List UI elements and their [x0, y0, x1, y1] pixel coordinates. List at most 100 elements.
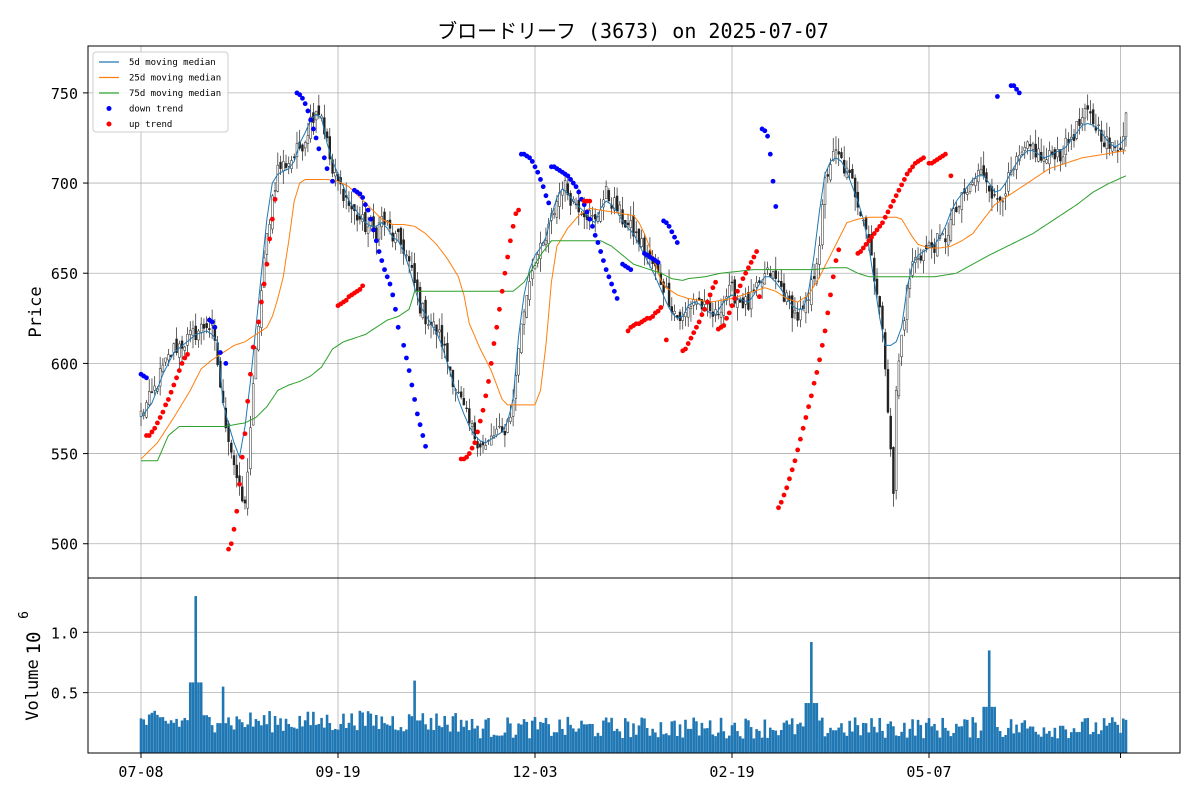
candle-body — [974, 178, 977, 186]
volume-bar — [621, 738, 624, 753]
volume-bar — [755, 729, 758, 753]
up-trend-point — [713, 279, 718, 285]
volume-bar — [629, 737, 633, 753]
candle-body — [186, 334, 189, 346]
candle-body — [569, 192, 572, 206]
candle-body — [514, 375, 518, 399]
up-trend-point — [182, 355, 188, 361]
down-trend-point — [581, 202, 587, 208]
candle-body — [678, 311, 682, 321]
volume-bar — [1121, 718, 1125, 753]
up-trend-point — [871, 231, 877, 236]
down-trend-point — [379, 258, 385, 264]
candle-body — [563, 180, 567, 192]
volume-bar — [1037, 734, 1040, 753]
up-trend-point — [792, 458, 798, 464]
up-trend-point — [921, 155, 926, 161]
volume-bar — [295, 728, 299, 753]
candle-body — [287, 163, 290, 167]
up-trend-point — [899, 182, 905, 188]
volume-bar — [864, 723, 868, 753]
candle-body — [191, 328, 195, 336]
down-trend-point — [382, 267, 387, 273]
median-75d-line — [141, 175, 1127, 462]
volume-bar — [552, 732, 556, 753]
down-trend-point — [302, 101, 308, 107]
volume-bar — [175, 718, 178, 753]
volume-bar — [982, 706, 986, 753]
volume-bar — [459, 719, 463, 753]
candle-body — [183, 346, 186, 351]
down-trend-point — [606, 274, 612, 280]
volume-bar — [749, 727, 753, 753]
candle-body — [832, 151, 835, 161]
volume-bar — [599, 735, 602, 753]
up-trend-point — [811, 380, 817, 386]
up-trend-point — [155, 420, 160, 426]
volume-bar — [432, 730, 436, 753]
volume-bar — [987, 650, 991, 753]
candle-body — [990, 186, 994, 199]
up-trend-point — [226, 546, 231, 552]
candle-body — [325, 131, 329, 139]
volume-bar — [881, 730, 884, 753]
volume-bar — [281, 730, 285, 753]
volume-bar — [380, 716, 384, 753]
candle-body — [635, 231, 638, 233]
median-5d-line — [140, 113, 1127, 460]
volume-bar — [648, 735, 652, 753]
volume-bar — [353, 725, 356, 753]
volume-bar — [210, 725, 214, 753]
volume-bar — [706, 728, 709, 753]
candle-body — [257, 326, 260, 351]
volume-bar — [251, 726, 255, 753]
down-trend-point — [313, 135, 319, 141]
volume-bar — [325, 714, 329, 753]
volume-bar — [1094, 722, 1098, 753]
candle-body — [251, 383, 255, 426]
up-trend-point — [803, 415, 809, 420]
candle-body — [966, 192, 969, 195]
volume-bar — [229, 725, 233, 753]
up-trend-point — [863, 241, 869, 247]
candle-body — [900, 334, 903, 358]
candle-body — [1075, 121, 1078, 139]
volume-bar — [935, 730, 939, 753]
volume-bar — [413, 680, 416, 753]
volume-grid — [88, 578, 1180, 753]
candle-body — [194, 325, 197, 340]
up-trend-point — [256, 319, 262, 325]
up-trend-point — [472, 440, 478, 446]
volume-bar — [613, 730, 616, 753]
candle-body — [268, 224, 271, 239]
volume-bar — [301, 726, 304, 753]
up-trend-point — [502, 270, 508, 276]
up-trend-point — [754, 249, 760, 254]
volume-bar — [1001, 736, 1005, 753]
candle-body — [1023, 147, 1026, 151]
volume-bar — [303, 720, 307, 753]
up-trend-point — [165, 397, 171, 402]
down-trend-point — [568, 177, 573, 182]
down-trend-point — [324, 166, 330, 172]
volume-bar — [1124, 719, 1128, 753]
volume-bar — [1105, 725, 1109, 753]
volume-bar — [889, 721, 892, 753]
up-trend-point — [885, 209, 891, 215]
candle-body — [818, 245, 821, 265]
volume-bar — [615, 728, 619, 753]
down-trend-point — [587, 216, 593, 222]
up-trend-point — [480, 407, 486, 413]
volume-bar — [178, 726, 181, 753]
up-trend-point — [828, 292, 833, 298]
candle-body — [1048, 150, 1051, 165]
volume-bar — [875, 732, 879, 753]
volume-bar — [744, 718, 747, 753]
volume-bar — [818, 720, 821, 753]
volume-bar — [254, 719, 258, 753]
volume-bar — [468, 730, 471, 753]
volume-bar — [418, 720, 422, 753]
up-trend-point — [822, 328, 828, 334]
candle-body — [971, 182, 974, 185]
